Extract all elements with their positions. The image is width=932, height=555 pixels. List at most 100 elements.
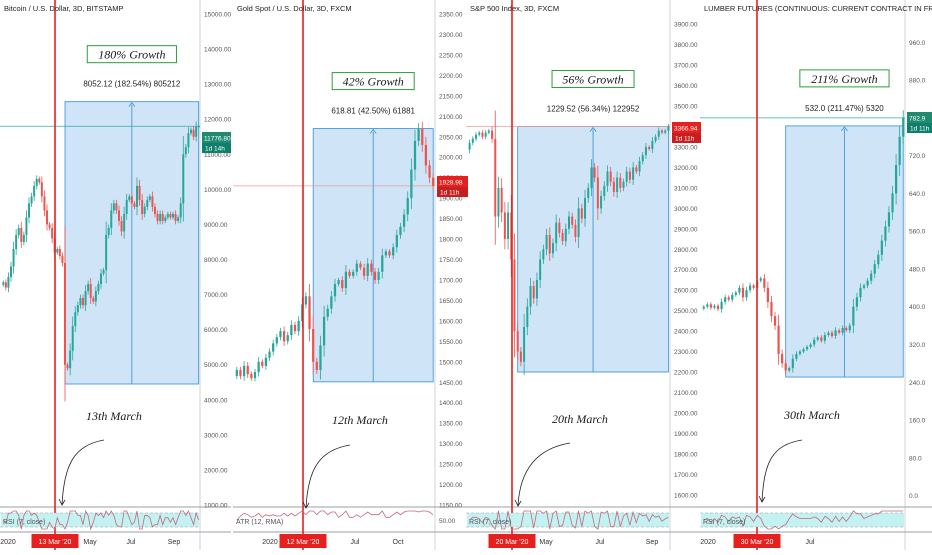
candle-body <box>507 212 510 240</box>
candle-body <box>891 193 894 213</box>
event-date-label: 13 Mar '20 <box>39 539 72 546</box>
candle-body <box>619 177 622 188</box>
candle-body <box>529 286 532 307</box>
candle-body <box>748 285 752 291</box>
event-date-tag <box>733 534 781 548</box>
event-label: 30th March <box>783 408 840 422</box>
y-tick-label: 13000.00 <box>204 82 231 89</box>
candle-body <box>866 280 869 286</box>
time-tag <box>672 133 701 143</box>
event-date-label: 20 Mar '20 <box>496 539 529 546</box>
candle-body <box>195 126 198 137</box>
y-tick-label: 720.0 <box>909 153 926 160</box>
y-tick-label: 2000.00 <box>204 467 228 474</box>
candle-body <box>713 305 716 308</box>
y-tick-label: 2000.00 <box>439 155 463 162</box>
candle-body <box>873 264 876 274</box>
event-arrow-head <box>302 501 310 509</box>
candle-body <box>33 185 36 197</box>
y-tick-label: 400.0 <box>909 304 926 311</box>
candle-body <box>884 226 887 241</box>
candle-body <box>25 217 28 235</box>
indicator-line <box>2 509 200 531</box>
candle-body <box>609 171 612 182</box>
event-label: 20th March <box>552 412 608 426</box>
candle-body <box>146 199 149 207</box>
y-tick-label: 1450.00 <box>439 380 463 387</box>
indicator-tick-label: 50.00 <box>439 518 456 525</box>
event-arrow <box>305 444 351 509</box>
candle-body <box>497 187 500 217</box>
y-tick-label: 2300.00 <box>674 349 698 356</box>
candle-body <box>177 217 180 221</box>
time-tag-label: 1d 11h <box>675 136 695 143</box>
candle-body <box>468 142 471 150</box>
candle-body <box>402 214 406 227</box>
candle-body <box>781 353 784 364</box>
candle-body <box>763 278 766 288</box>
event-date-tag <box>31 534 79 548</box>
candle-body <box>128 196 131 200</box>
candle-body <box>532 286 535 299</box>
y-tick-label: 14000.00 <box>204 47 231 54</box>
rsi-band <box>701 513 904 527</box>
y-tick-label: 1650.00 <box>439 298 463 305</box>
y-tick-label: 1550.00 <box>439 339 463 346</box>
y-tick-label: 2700.00 <box>674 267 698 274</box>
candle-body <box>333 284 337 297</box>
candle-body <box>596 177 599 209</box>
candle-body <box>632 167 635 180</box>
y-tick-label: 1600.00 <box>439 318 463 325</box>
indicator-label: RSI (7, close) <box>469 519 511 526</box>
candle-body <box>28 203 30 218</box>
event-date-tag <box>279 534 327 548</box>
event-arrow-head <box>58 498 66 506</box>
y-tick-label: 1300.00 <box>439 441 463 448</box>
candle-body <box>820 337 823 341</box>
y-tick-label: 2050.00 <box>439 134 463 141</box>
measure-arrow-head <box>369 128 377 134</box>
candle-body <box>741 287 745 298</box>
candle-body <box>43 196 46 211</box>
candle-body <box>151 196 154 207</box>
candle-body <box>20 227 23 242</box>
candle-body <box>35 178 38 186</box>
candle-body <box>308 296 311 330</box>
candle-body <box>798 351 802 354</box>
y-tick-label: 1600.00 <box>674 492 698 499</box>
candle-body <box>539 259 542 280</box>
x-tick-label: May <box>83 539 97 546</box>
candle-body <box>777 325 780 354</box>
candle-body <box>593 167 596 178</box>
candle-body <box>370 263 373 272</box>
event-label: 12th March <box>332 413 388 427</box>
candle-body <box>657 130 660 137</box>
candle-body <box>120 220 123 232</box>
y-tick-label: 2350.00 <box>439 12 463 19</box>
growth-label-box <box>799 69 890 88</box>
candle-body <box>69 350 72 369</box>
candle-body <box>752 285 755 288</box>
y-tick-label: 2100.00 <box>439 114 463 121</box>
candle-body <box>242 365 246 377</box>
price-tag <box>202 132 231 143</box>
candle-body <box>395 234 398 248</box>
candle-body <box>166 213 169 218</box>
candle-body <box>192 129 195 137</box>
candle-body <box>143 206 146 214</box>
candle-body <box>880 240 883 255</box>
candle-body <box>475 134 478 139</box>
candle-body <box>159 213 162 221</box>
candle-body <box>169 213 172 218</box>
time-tag-label: 1d 11h <box>440 190 460 197</box>
chart-panel-3: S&P 500 Index, 3D, FXCM 3900.00 3800.00 370… <box>466 0 701 550</box>
candle-body <box>105 234 108 271</box>
candle-body <box>297 320 300 332</box>
candle-body <box>802 349 805 352</box>
y-tick-label: 3900.00 <box>674 22 698 29</box>
candle-body <box>706 304 709 307</box>
candle-body <box>250 374 253 379</box>
candle-body <box>519 351 522 362</box>
time-tag <box>907 123 932 133</box>
candle-body <box>76 305 79 313</box>
